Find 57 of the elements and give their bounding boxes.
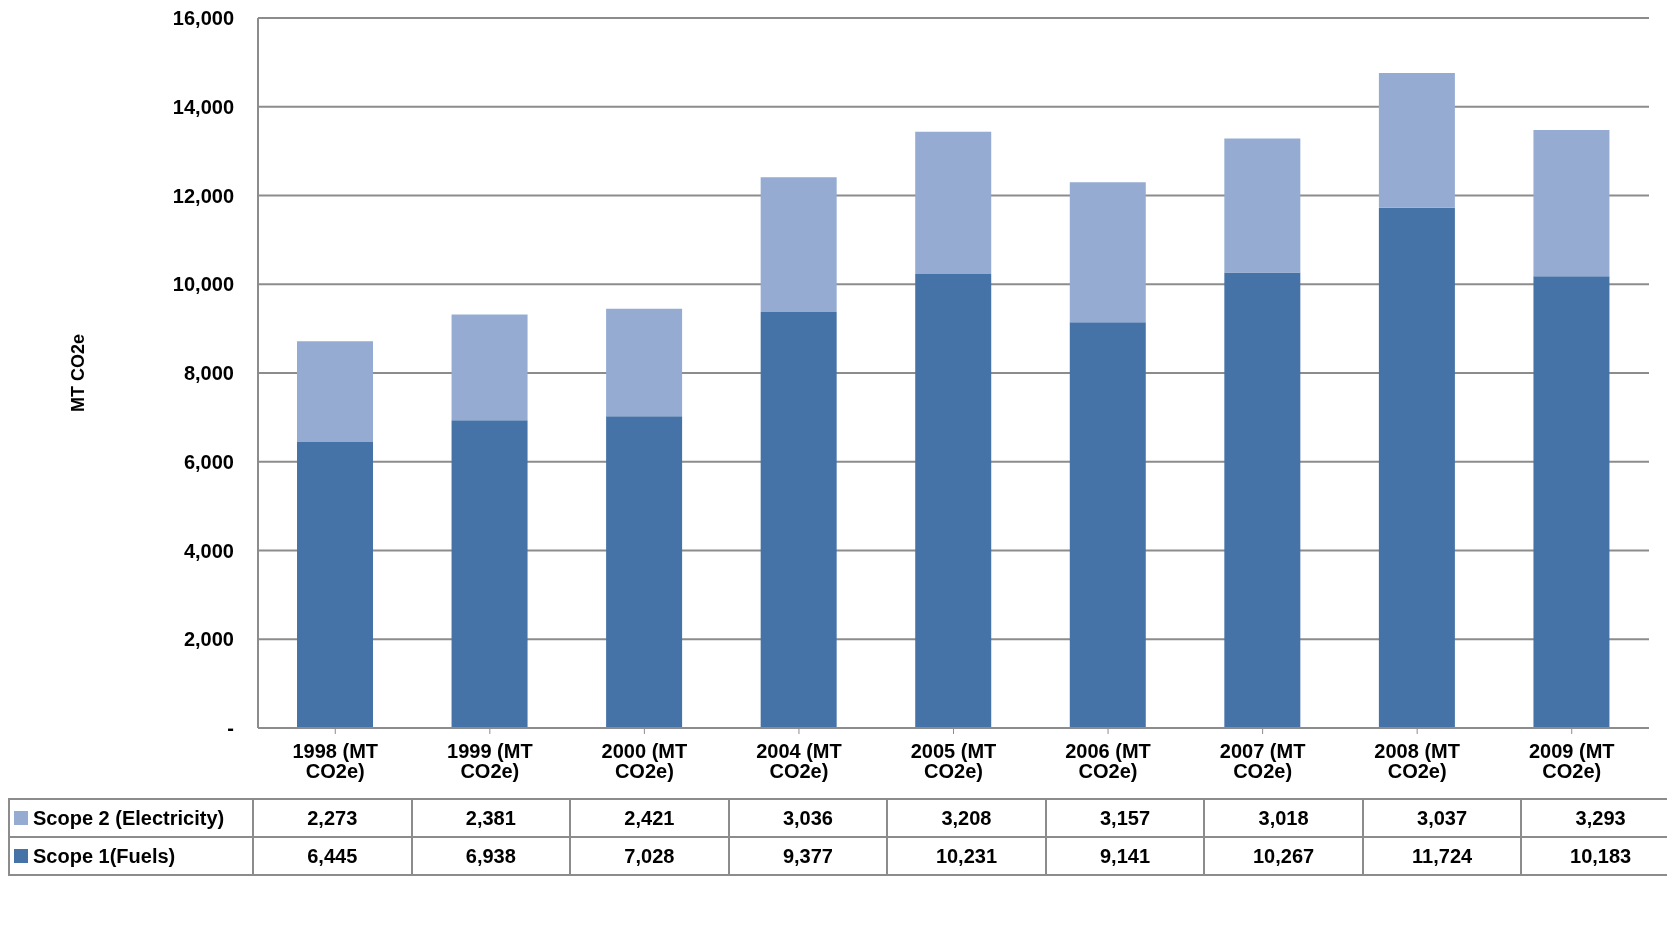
y-tick-label: 8,000 [183,362,234,385]
data-label: 6,938 [411,837,571,875]
bar [1224,138,1301,273]
legend-label: Scope 1(Fuels) [9,837,253,875]
x-tick-label: 2000 (MT CO2e) [601,740,688,783]
bar [1533,130,1610,277]
bar [606,308,683,417]
bar [1378,72,1455,208]
bar [451,314,528,421]
data-label: 10,231 [887,837,1046,875]
bar [760,311,837,728]
data-label: 9,377 [728,837,888,875]
y-tick-label: 10,000 [172,273,234,296]
bar [606,416,683,728]
x-tick-label: 2006 (MT CO2e) [1065,740,1151,783]
data-label: 2,381 [411,799,571,837]
data-label: 3,036 [728,799,888,837]
y-tick-label: 16,000 [172,7,234,30]
x-tick-label: 2009 (MT CO2e) [1528,740,1615,783]
data-label: 3,037 [1362,799,1522,837]
bar [915,131,992,274]
y-tick-label: 2,000 [183,628,234,651]
x-tick-label: 2005 (MT CO2e) [910,740,997,783]
x-tick-label: 2007 (MT CO2e) [1219,740,1306,783]
y-tick-label: 4,000 [183,539,234,562]
bar [1533,276,1610,728]
data-label: 11,724 [1362,837,1522,875]
data-label: 6,445 [253,837,412,875]
bar [451,420,528,728]
bar [297,341,373,442]
data-label: 7,028 [570,837,729,875]
x-tick-label: 2004 (MT CO2e) [756,740,842,783]
bar [760,177,837,312]
data-label: 3,157 [1045,799,1205,837]
x-tick-label: 1998 (MT CO2e) [292,740,379,783]
y-tick-label: - [227,717,234,740]
data-label: 10,183 [1521,837,1667,875]
y-tick-label: 6,000 [183,450,234,473]
data-label: 3,208 [887,799,1046,837]
bar [1069,182,1146,323]
data-label: 2,421 [570,799,729,837]
legend-label: Scope 2 (Electricity) [9,799,253,837]
bar [1224,272,1301,728]
bar [297,442,373,728]
data-label: 3,018 [1204,799,1363,837]
data-label: 3,293 [1521,799,1667,837]
y-tick-label: 14,000 [172,95,234,118]
bar [1378,207,1455,728]
x-tick-label: 2008 (MT CO2e) [1374,740,1460,783]
data-label: 9,141 [1045,837,1205,875]
bar [915,274,992,728]
x-tick-label: 1999 (MT CO2e) [447,740,533,783]
data-label: 10,267 [1204,837,1363,875]
y-tick-label: 12,000 [172,184,234,207]
data-label: 2,273 [253,799,412,837]
y-axis-title: MT CO2e [68,333,89,413]
bar [1069,322,1146,728]
